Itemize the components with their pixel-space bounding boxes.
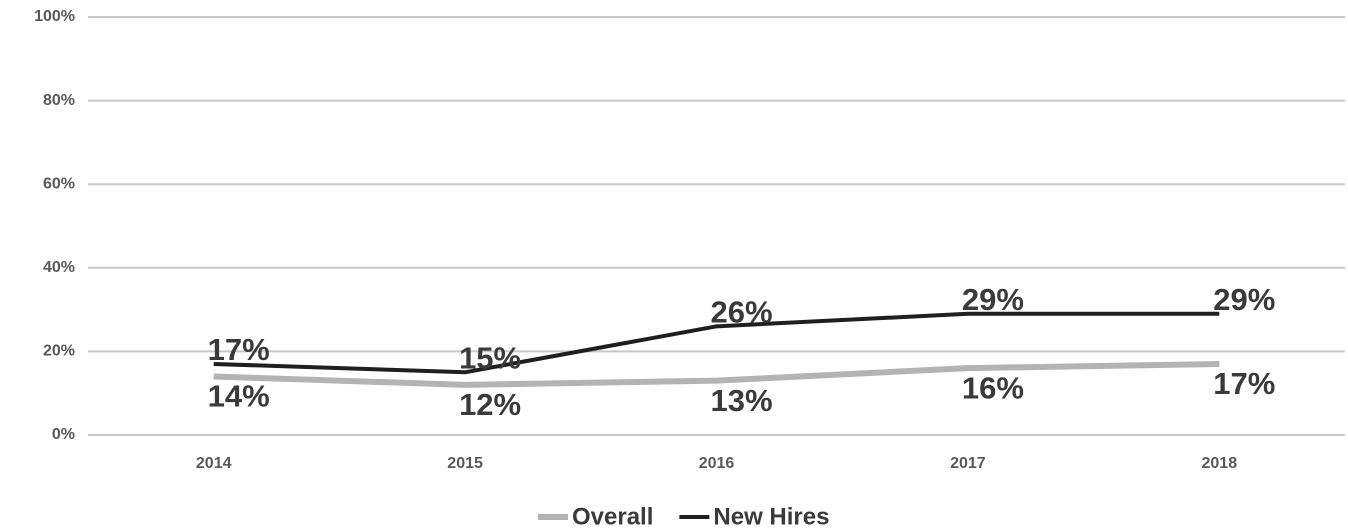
- data-label: 29%: [1213, 282, 1275, 317]
- data-label: 17%: [208, 332, 270, 367]
- data-label: 17%: [1213, 366, 1275, 401]
- x-tick-label: 2015: [447, 455, 483, 472]
- data-label: 15%: [459, 340, 521, 375]
- y-tick-label: 40%: [43, 259, 75, 276]
- line: [213, 360, 1220, 388]
- x-tick-label: 2014: [196, 455, 232, 472]
- data-label: 16%: [962, 370, 1024, 405]
- line: [213, 311, 1220, 375]
- x-tick-label: 2017: [950, 455, 986, 472]
- data-label: 13%: [710, 383, 772, 418]
- data-label: 29%: [962, 282, 1024, 317]
- data-label: 26%: [710, 295, 772, 330]
- y-tick-label: 100%: [34, 8, 75, 25]
- y-tick-label: 0%: [52, 426, 75, 443]
- legend-label: New Hires: [713, 503, 829, 529]
- legend-label: Overall: [572, 503, 653, 529]
- y-tick-label: 20%: [43, 343, 75, 360]
- data-label: 14%: [208, 379, 270, 414]
- y-tick-label: 80%: [43, 92, 75, 109]
- data-label: 12%: [459, 387, 521, 422]
- y-tick-label: 60%: [43, 175, 75, 192]
- x-tick-label: 2016: [699, 455, 735, 472]
- x-tick-label: 2018: [1202, 455, 1238, 472]
